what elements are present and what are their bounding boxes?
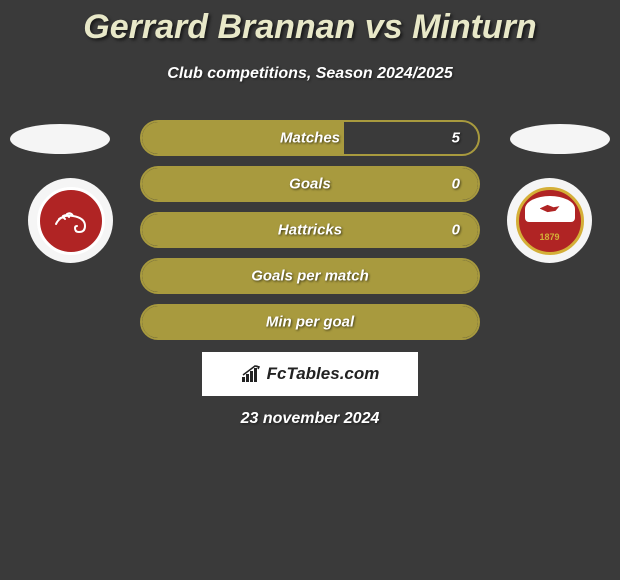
- stat-row-goals-per-match: Goals per match: [140, 258, 480, 294]
- brand-badge: FcTables.com: [202, 352, 418, 396]
- stats-container: Matches 5 Goals 0 Hattricks 0 Goals per …: [140, 120, 480, 350]
- subtitle: Club competitions, Season 2024/2025: [0, 65, 620, 83]
- player-right-avatar: [510, 124, 610, 154]
- stat-value: 5: [452, 130, 460, 147]
- shrimp-icon: [51, 206, 91, 236]
- brand-text: FcTables.com: [267, 364, 380, 384]
- crest-right-year: 1879: [539, 232, 559, 242]
- stat-label: Goals per match: [251, 268, 369, 285]
- bird-icon: [540, 203, 560, 215]
- stat-label: Hattricks: [278, 222, 342, 239]
- stat-value: 0: [452, 176, 460, 193]
- club-crest-right: 1879: [507, 178, 592, 263]
- crest-right-top: [525, 196, 575, 222]
- stat-row-matches: Matches 5: [140, 120, 480, 156]
- club-crest-left: [28, 178, 113, 263]
- stat-row-hattricks: Hattricks 0: [140, 212, 480, 248]
- stat-value: 0: [452, 222, 460, 239]
- bar-chart-icon: [241, 365, 263, 383]
- date-text: 23 november 2024: [0, 410, 620, 428]
- stat-label: Matches: [280, 130, 340, 147]
- page-title: Gerrard Brannan vs Minturn: [0, 0, 620, 47]
- stat-label: Min per goal: [266, 314, 354, 331]
- stat-row-min-per-goal: Min per goal: [140, 304, 480, 340]
- stat-label: Goals: [289, 176, 331, 193]
- player-left-avatar: [10, 124, 110, 154]
- stat-row-goals: Goals 0: [140, 166, 480, 202]
